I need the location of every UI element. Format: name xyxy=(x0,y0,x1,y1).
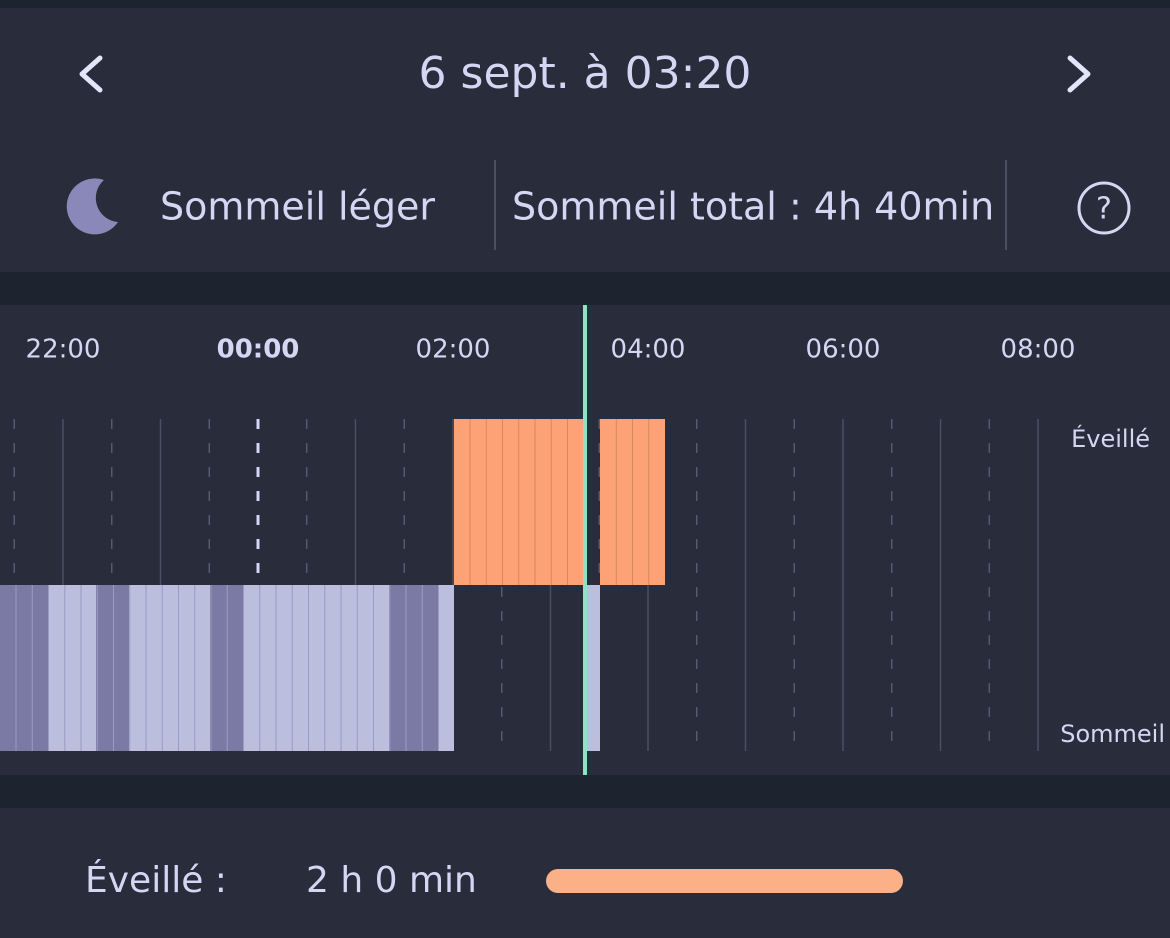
time-label: 02:00 xyxy=(416,335,491,365)
summary-value: 2 h 0 min xyxy=(306,860,477,901)
time-label: 06:00 xyxy=(806,335,881,365)
summary-label: Éveillé : xyxy=(85,859,227,901)
help-button[interactable] xyxy=(1077,181,1131,235)
header-panel xyxy=(0,8,1170,272)
help-icon: ? xyxy=(1096,192,1112,227)
time-label: 00:00 xyxy=(217,335,300,365)
next-button[interactable] xyxy=(1067,55,1091,93)
light-sleep xyxy=(243,585,389,751)
block-slices xyxy=(15,419,650,751)
awake-axis-label: Éveillé xyxy=(1071,424,1150,453)
light-sleep xyxy=(129,585,210,751)
time-axis: 22:00 00:00 02:00 04:00 06:00 08:00 xyxy=(26,335,1076,365)
sleep-total: Sommeil total : 4h 40min xyxy=(512,185,994,229)
deep-sleep xyxy=(389,585,438,751)
deep-sleep xyxy=(96,585,129,751)
light-sleep xyxy=(48,585,96,751)
sleep-axis-label: Sommeil xyxy=(1060,720,1165,748)
time-label: 04:00 xyxy=(611,335,686,365)
awake-bar xyxy=(546,869,903,893)
deep-sleep xyxy=(0,585,48,751)
sleep-stage: Sommeil léger xyxy=(160,185,435,229)
light-sleep xyxy=(438,585,454,751)
deep-sleep xyxy=(210,585,243,751)
time-label: 08:00 xyxy=(1001,335,1076,365)
date-title: 6 sept. à 03:20 xyxy=(419,48,752,99)
prev-button[interactable] xyxy=(79,55,103,93)
light-sleep xyxy=(585,585,600,751)
time-label: 22:00 xyxy=(26,335,101,365)
moon-icon xyxy=(66,178,118,235)
awake-block xyxy=(454,419,585,585)
